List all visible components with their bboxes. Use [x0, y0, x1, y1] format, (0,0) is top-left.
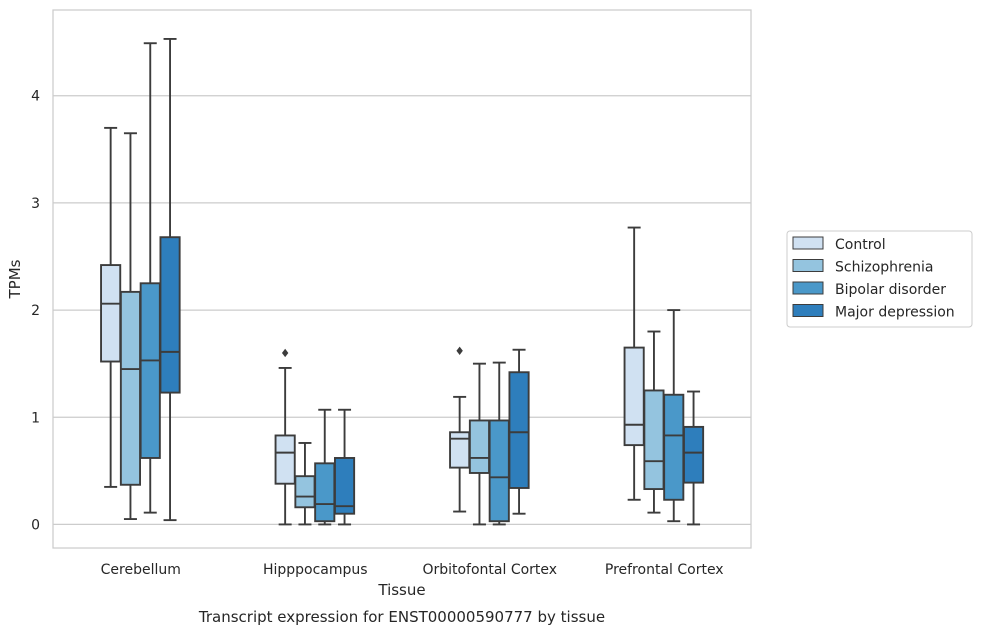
box-plot	[449, 346, 471, 513]
legend-frame	[786, 230, 973, 328]
series-0-boxes	[100, 126, 645, 526]
box-body	[100, 264, 122, 363]
box-body	[488, 419, 510, 523]
box-plot	[663, 309, 685, 523]
box-body	[623, 346, 645, 447]
box-body	[468, 419, 491, 474]
box-plot	[623, 226, 645, 501]
box-body	[449, 431, 471, 469]
legend-item: Schizophrenia	[792, 259, 933, 276]
box-plot	[334, 408, 356, 526]
boxes-layer	[100, 37, 705, 526]
series-1-boxes	[119, 132, 665, 526]
box-plot	[314, 408, 336, 526]
y-tick-label: 1	[31, 410, 40, 426]
legend-swatch	[792, 304, 824, 317]
x-tick-label: Hipppocampus	[263, 562, 368, 578]
y-tick-label: 2	[31, 303, 40, 319]
legend-items: Control Schizophrenia Bipolar disorder Majo…	[792, 236, 955, 321]
box-plot	[488, 361, 510, 526]
x-axis-title: Tissue	[377, 581, 425, 599]
box-plot	[159, 37, 181, 522]
plot-frame	[52, 9, 752, 549]
x-tick-label: Prefrontal Cortex	[605, 562, 724, 578]
box-plot	[274, 348, 296, 526]
legend: Control Schizophrenia Bipolar disorder Majo…	[786, 230, 973, 328]
legend-item: Control	[792, 236, 886, 253]
box-body	[119, 290, 141, 486]
x-tick-labels: Cerebellum Hipppocampus Orbitofontal Corte…	[101, 562, 724, 578]
y-tick-label: 0	[31, 517, 40, 533]
x-tick-label: Cerebellum	[101, 562, 181, 578]
legend-label: Bipolar disorder	[835, 282, 946, 298]
box-body	[159, 236, 181, 394]
y-axis-title: TPMs	[6, 259, 24, 299]
y-tick-label: 4	[31, 89, 40, 105]
legend-item: Bipolar disorder	[792, 281, 946, 298]
series-3-boxes	[159, 37, 705, 526]
outlier-marker	[456, 346, 463, 356]
box-plot	[100, 126, 122, 488]
box-plot	[468, 362, 491, 526]
x-tick-label: Orbitofontal Cortex	[422, 562, 557, 578]
box-body	[314, 462, 336, 523]
box-plot	[508, 348, 530, 515]
outlier-marker	[281, 348, 289, 358]
series-2-boxes	[139, 42, 685, 526]
legend-swatch	[792, 236, 824, 250]
legend-swatch	[792, 259, 824, 272]
box-body	[139, 282, 161, 459]
legend-label: Control	[835, 237, 886, 253]
box-body	[334, 457, 356, 515]
chart-caption: Transcript expression for ENST0000059077…	[198, 608, 605, 626]
box-plot	[643, 330, 665, 514]
box-body	[508, 371, 530, 489]
legend-swatch	[792, 281, 824, 295]
box-plot	[139, 42, 161, 514]
legend-label: Schizophrenia	[835, 260, 933, 276]
box-body	[663, 393, 685, 501]
box-plot	[683, 390, 705, 526]
box-body	[643, 389, 665, 491]
legend-label: Major depression	[835, 305, 955, 321]
box-body	[294, 475, 316, 509]
box-body	[683, 425, 705, 484]
y-tick-labels: 0 1 2 3 4	[31, 89, 40, 534]
y-tick-label: 3	[31, 196, 40, 212]
box-body	[274, 434, 296, 485]
legend-item: Major depression	[792, 304, 955, 321]
